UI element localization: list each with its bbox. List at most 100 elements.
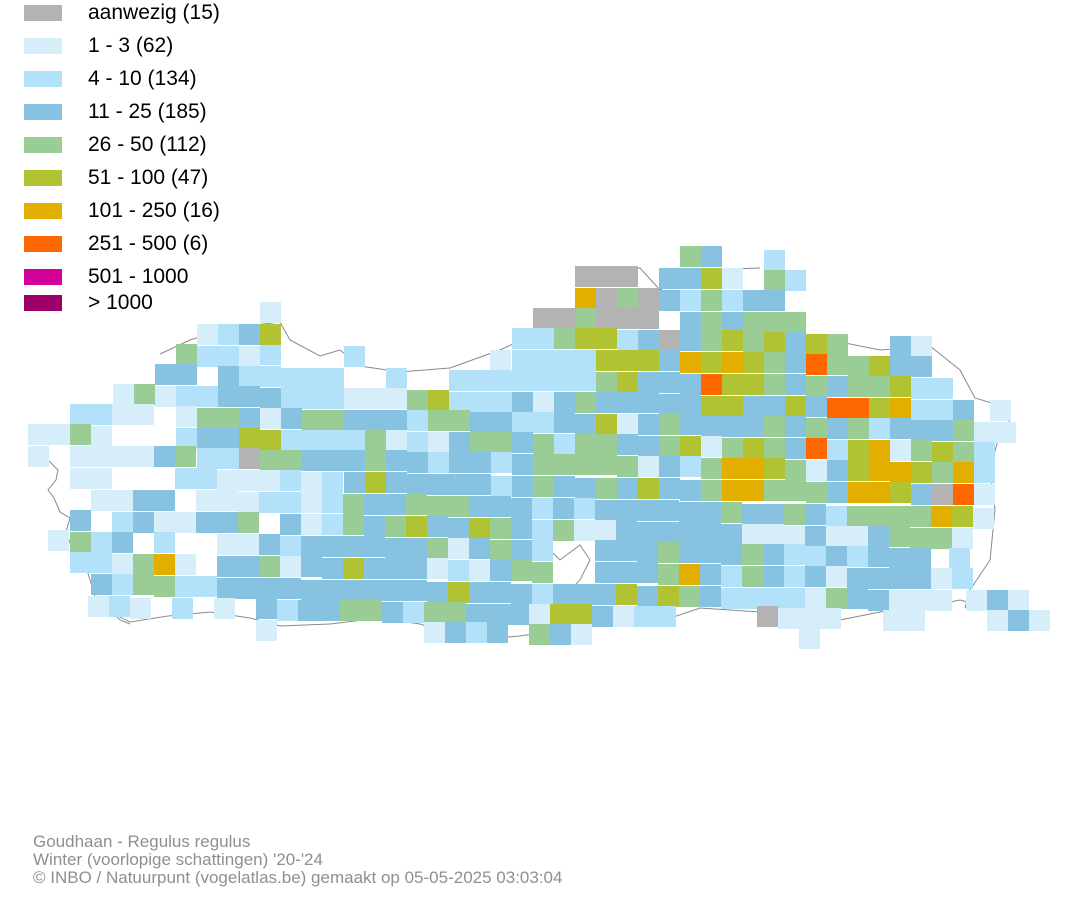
grid-cell xyxy=(281,450,302,471)
grid-cell xyxy=(679,522,700,543)
grid-cell xyxy=(361,600,382,621)
grid-cell xyxy=(596,350,617,371)
grid-cell xyxy=(595,520,616,541)
grid-cell xyxy=(406,538,427,559)
grid-cell xyxy=(301,492,322,513)
grid-cell xyxy=(805,504,826,525)
grid-cell xyxy=(575,370,596,391)
grid-cell xyxy=(406,558,427,579)
grid-cell xyxy=(386,410,407,431)
grid-cell xyxy=(48,530,69,551)
grid-cell xyxy=(340,600,361,621)
map-footer: Goudhaan - Regulus regulus Winter (voorl… xyxy=(33,833,562,887)
grid-cell xyxy=(617,350,638,371)
grid-cell xyxy=(470,432,491,453)
grid-cell xyxy=(217,470,238,491)
grid-cell xyxy=(112,554,133,575)
grid-cell xyxy=(407,452,428,473)
grid-cell xyxy=(764,480,785,501)
legend-swatch xyxy=(24,5,62,21)
grid-cell xyxy=(217,490,238,511)
grid-cell xyxy=(196,490,217,511)
grid-cell xyxy=(910,548,931,569)
grid-cell xyxy=(869,398,890,419)
grid-cell xyxy=(512,392,533,413)
legend-item: 26 - 50 (112) xyxy=(24,134,207,156)
grid-cell xyxy=(785,374,806,395)
grid-cell xyxy=(700,502,721,523)
grid-cell xyxy=(637,500,658,521)
grid-cell xyxy=(323,450,344,471)
grid-cell xyxy=(575,454,596,475)
grid-cell xyxy=(70,532,91,553)
grid-cell xyxy=(659,290,680,311)
grid-cell xyxy=(701,436,722,457)
grid-cell xyxy=(847,526,868,547)
grid-cell xyxy=(154,576,175,597)
grid-cell xyxy=(239,448,260,469)
grid-cell xyxy=(469,496,490,517)
grid-cell xyxy=(280,556,301,577)
grid-cell xyxy=(974,484,995,505)
grid-cell xyxy=(469,518,490,539)
grid-cell xyxy=(449,452,470,473)
grid-cell xyxy=(176,364,197,385)
grid-cell xyxy=(742,544,763,565)
grid-cell xyxy=(764,312,785,333)
grid-cell xyxy=(238,534,259,555)
grid-cell xyxy=(847,568,868,589)
grid-cell xyxy=(806,438,827,459)
grid-cell xyxy=(112,512,133,533)
grid-cell xyxy=(533,308,554,329)
grid-cell xyxy=(154,490,175,511)
grid-cell xyxy=(973,508,994,529)
grid-cell xyxy=(638,456,659,477)
grid-cell xyxy=(490,350,511,371)
grid-cell xyxy=(323,410,344,431)
grid-cell xyxy=(868,526,889,547)
grid-cell xyxy=(449,410,470,431)
grid-cell xyxy=(532,520,553,541)
legend-item: 251 - 500 (6) xyxy=(24,233,208,255)
grid-cells xyxy=(28,246,1050,649)
grid-cell xyxy=(154,512,175,533)
grid-cell xyxy=(890,482,911,503)
grid-cell xyxy=(281,430,302,451)
legend-label: 1 - 3 (62) xyxy=(88,34,174,57)
grid-cell xyxy=(617,330,638,351)
grid-cell xyxy=(764,458,785,479)
grid-cell xyxy=(280,514,301,535)
grid-cell xyxy=(869,440,890,461)
grid-cell xyxy=(638,478,659,499)
legend-item: 101 - 250 (16) xyxy=(24,200,220,222)
grid-cell xyxy=(911,336,932,357)
grid-cell xyxy=(592,606,613,627)
grid-cell xyxy=(385,538,406,559)
grid-cell xyxy=(427,582,448,603)
grid-cell xyxy=(596,414,617,435)
grid-cell xyxy=(820,608,841,629)
grid-cell xyxy=(428,432,449,453)
grid-cell xyxy=(869,356,890,377)
grid-cell xyxy=(386,430,407,451)
grid-cell xyxy=(445,622,466,643)
grid-cell xyxy=(364,516,385,537)
grid-cell xyxy=(910,506,931,527)
grid-cell xyxy=(70,468,91,489)
grid-cell xyxy=(616,500,637,521)
grid-cell xyxy=(596,392,617,413)
grid-cell xyxy=(596,478,617,499)
grid-cell xyxy=(554,370,575,391)
grid-cell xyxy=(70,404,91,425)
grid-cell xyxy=(490,518,511,539)
legend-swatch xyxy=(24,38,62,54)
grid-cell xyxy=(827,440,848,461)
grid-cell xyxy=(990,400,1011,421)
grid-cell xyxy=(701,458,722,479)
grid-cell xyxy=(239,428,260,449)
species-title: Goudhaan - Regulus regulus xyxy=(33,832,251,851)
legend-item: 4 - 10 (134) xyxy=(24,68,197,90)
grid-cell xyxy=(112,574,133,595)
legend-swatch xyxy=(24,170,62,186)
grid-cell xyxy=(616,540,637,561)
